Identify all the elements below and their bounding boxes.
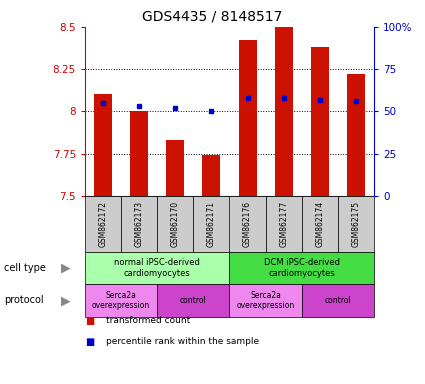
Bar xyxy=(130,111,148,196)
Text: Serca2a
overexpression: Serca2a overexpression xyxy=(92,291,150,310)
Text: ▶: ▶ xyxy=(61,262,71,274)
Bar xyxy=(94,94,112,196)
Bar xyxy=(157,284,230,317)
Text: ■: ■ xyxy=(85,337,94,347)
Bar xyxy=(230,252,374,284)
Bar xyxy=(302,284,374,317)
Bar xyxy=(157,196,193,252)
Text: ■: ■ xyxy=(85,316,94,326)
Text: cell type: cell type xyxy=(4,263,46,273)
Text: control: control xyxy=(325,296,351,305)
Bar xyxy=(311,47,329,196)
Bar xyxy=(85,284,157,317)
Bar xyxy=(230,284,302,317)
Text: GSM862174: GSM862174 xyxy=(315,200,324,247)
Text: DCM iPSC-derived
cardiomyocytes: DCM iPSC-derived cardiomyocytes xyxy=(264,258,340,278)
Bar xyxy=(202,155,221,196)
Text: ▶: ▶ xyxy=(61,294,71,307)
Text: normal iPSC-derived
cardiomyocytes: normal iPSC-derived cardiomyocytes xyxy=(114,258,200,278)
Text: GSM862176: GSM862176 xyxy=(243,200,252,247)
Bar xyxy=(275,27,293,196)
Text: GSM862170: GSM862170 xyxy=(171,200,180,247)
Bar xyxy=(338,196,374,252)
Bar xyxy=(230,196,266,252)
Text: transformed count: transformed count xyxy=(106,316,190,325)
Bar xyxy=(85,196,121,252)
Text: GSM862173: GSM862173 xyxy=(135,200,144,247)
Bar xyxy=(85,252,230,284)
Text: protocol: protocol xyxy=(4,295,44,306)
Bar xyxy=(166,140,184,196)
Text: GSM862172: GSM862172 xyxy=(99,201,108,247)
Bar xyxy=(238,40,257,196)
Text: percentile rank within the sample: percentile rank within the sample xyxy=(106,337,259,346)
Text: GDS4435 / 8148517: GDS4435 / 8148517 xyxy=(142,10,283,23)
Bar xyxy=(347,74,365,196)
Text: control: control xyxy=(180,296,207,305)
Text: GSM862175: GSM862175 xyxy=(351,200,360,247)
Text: Serca2a
overexpression: Serca2a overexpression xyxy=(236,291,295,310)
Text: GSM862177: GSM862177 xyxy=(279,200,288,247)
Text: GSM862171: GSM862171 xyxy=(207,201,216,247)
Bar xyxy=(193,196,230,252)
Bar xyxy=(266,196,302,252)
Bar xyxy=(302,196,338,252)
Bar xyxy=(121,196,157,252)
